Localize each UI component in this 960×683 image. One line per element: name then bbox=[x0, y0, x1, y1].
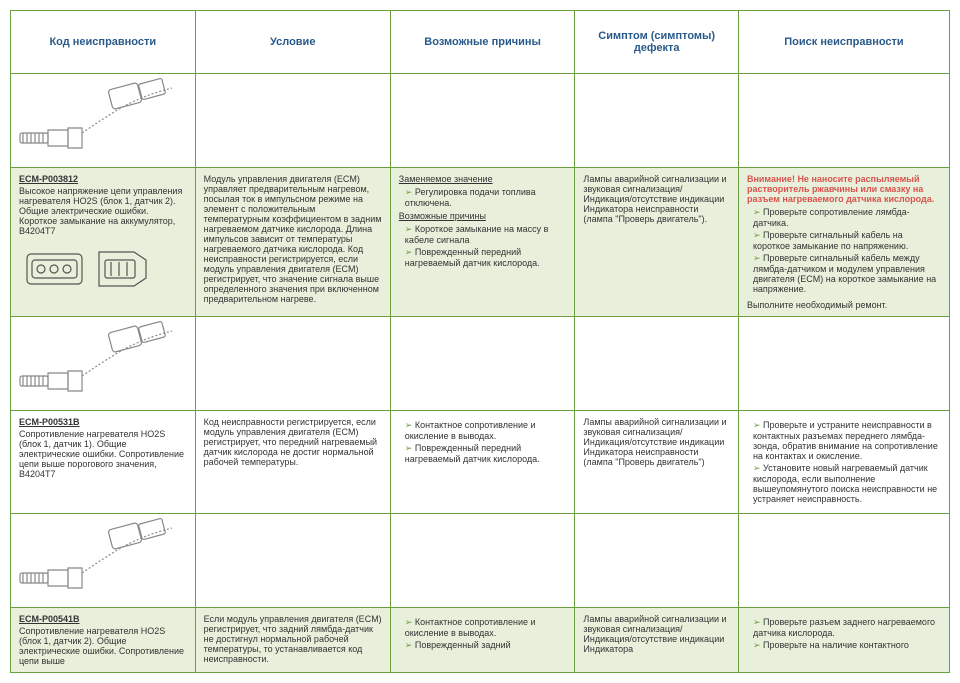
cause-item: Регулировка подачи топлива отключена. bbox=[405, 187, 567, 208]
condition-cell: Если модуль управления двигателя (ECM) р… bbox=[195, 608, 390, 673]
sensor-diagram-cell-2 bbox=[11, 317, 196, 411]
header-condition: Условие bbox=[195, 11, 390, 74]
image-row-2 bbox=[11, 317, 950, 411]
table-row: ECM-P003812 Высокое напряжение цепи упра… bbox=[11, 168, 950, 317]
symptom-cell: Лампы аварийной сигнализации и звуковая … bbox=[575, 608, 739, 673]
table-row: ECM-P00541B Сопротивление нагревателя HO… bbox=[11, 608, 950, 673]
cause-item: Поврежденный передний нагреваемый датчик… bbox=[405, 247, 567, 268]
code-cell: ECM-P003812 Высокое напряжение цепи упра… bbox=[11, 168, 196, 317]
oxygen-sensor-icon bbox=[15, 518, 175, 596]
condition-cell: Код неисправности регистрируется, если м… bbox=[195, 411, 390, 514]
warning-text: Внимание! Не наносите распыляемый раство… bbox=[747, 174, 934, 204]
fault-desc: Сопротивление нагревателя HO2S (блок 1, … bbox=[19, 626, 184, 666]
connector-icon bbox=[19, 242, 179, 297]
symptom-cell: Лампы аварийной сигнализации и звуковая … bbox=[575, 168, 739, 317]
image-row-3 bbox=[11, 514, 950, 608]
fault-code: ECM-P003812 bbox=[19, 174, 187, 184]
cause-heading: Возможные причины bbox=[399, 211, 567, 221]
header-search: Поиск неисправности bbox=[738, 11, 949, 74]
condition-cell: Модуль управления двигателя (ECM) управл… bbox=[195, 168, 390, 317]
code-cell: ECM-P00541B Сопротивление нагревателя HO… bbox=[11, 608, 196, 673]
search-item: Проверьте сигнальный кабель на короткое … bbox=[753, 230, 941, 251]
header-code: Код неисправности bbox=[11, 11, 196, 74]
symptom-cell: Лампы аварийной сигнализации и звуковая … bbox=[575, 411, 739, 514]
fault-desc: Высокое напряжение цепи управления нагре… bbox=[19, 186, 182, 236]
fault-desc: Сопротивление нагревателя HO2S (блок 1, … bbox=[19, 429, 184, 479]
sensor-diagram-cell-1 bbox=[11, 74, 196, 168]
search-cell: Проверьте разъем заднего нагреваемого да… bbox=[738, 608, 949, 673]
cause-heading: Заменяемое значение bbox=[399, 174, 567, 184]
cause-item: Короткое замыкание на массу в кабеле сиг… bbox=[405, 224, 567, 245]
search-item: Проверьте разъем заднего нагреваемого да… bbox=[753, 617, 941, 638]
table-row: ECM-P00531B Сопротивление нагревателя HO… bbox=[11, 411, 950, 514]
image-row-1 bbox=[11, 74, 950, 168]
search-item: Проверьте сигнальный кабель между лямбда… bbox=[753, 253, 941, 294]
causes-cell: Контактное сопротивление и окисление в в… bbox=[390, 608, 575, 673]
causes-cell: Заменяемое значение Регулировка подачи т… bbox=[390, 168, 575, 317]
fault-code: ECM-P00531B bbox=[19, 417, 187, 427]
header-causes: Возможные причины bbox=[390, 11, 575, 74]
header-symptom: Симптом (симптомы) дефекта bbox=[575, 11, 739, 74]
oxygen-sensor-icon bbox=[15, 321, 175, 399]
causes-cell: Контактное сопротивление и окисление в в… bbox=[390, 411, 575, 514]
cause-item: Контактное сопротивление и окисление в в… bbox=[405, 420, 567, 441]
search-item: Проверьте сопротивление лямбда-датчика. bbox=[753, 207, 941, 228]
search-cell: Проверьте и устраните неисправности в ко… bbox=[738, 411, 949, 514]
search-item: Проверьте и устраните неисправности в ко… bbox=[753, 420, 941, 461]
cause-item: Поврежденный передний нагреваемый датчик… bbox=[405, 443, 567, 464]
cause-item: Контактное сопротивление и окисление в в… bbox=[405, 617, 567, 638]
fault-code: ECM-P00541B bbox=[19, 614, 187, 624]
sensor-diagram-cell-3 bbox=[11, 514, 196, 608]
search-cell: Внимание! Не наносите распыляемый раство… bbox=[738, 168, 949, 317]
header-row: Код неисправности Условие Возможные прич… bbox=[11, 11, 950, 74]
diagnostic-table: Код неисправности Условие Возможные прич… bbox=[10, 10, 950, 673]
search-end: Выполните необходимый ремонт. bbox=[747, 300, 941, 310]
cause-item: Поврежденный задний bbox=[405, 640, 567, 651]
oxygen-sensor-icon bbox=[15, 78, 175, 156]
code-cell: ECM-P00531B Сопротивление нагревателя HO… bbox=[11, 411, 196, 514]
search-item: Установите новый нагреваемый датчик кисл… bbox=[753, 463, 941, 504]
search-item: Проверьте на наличие контактного bbox=[753, 640, 941, 651]
